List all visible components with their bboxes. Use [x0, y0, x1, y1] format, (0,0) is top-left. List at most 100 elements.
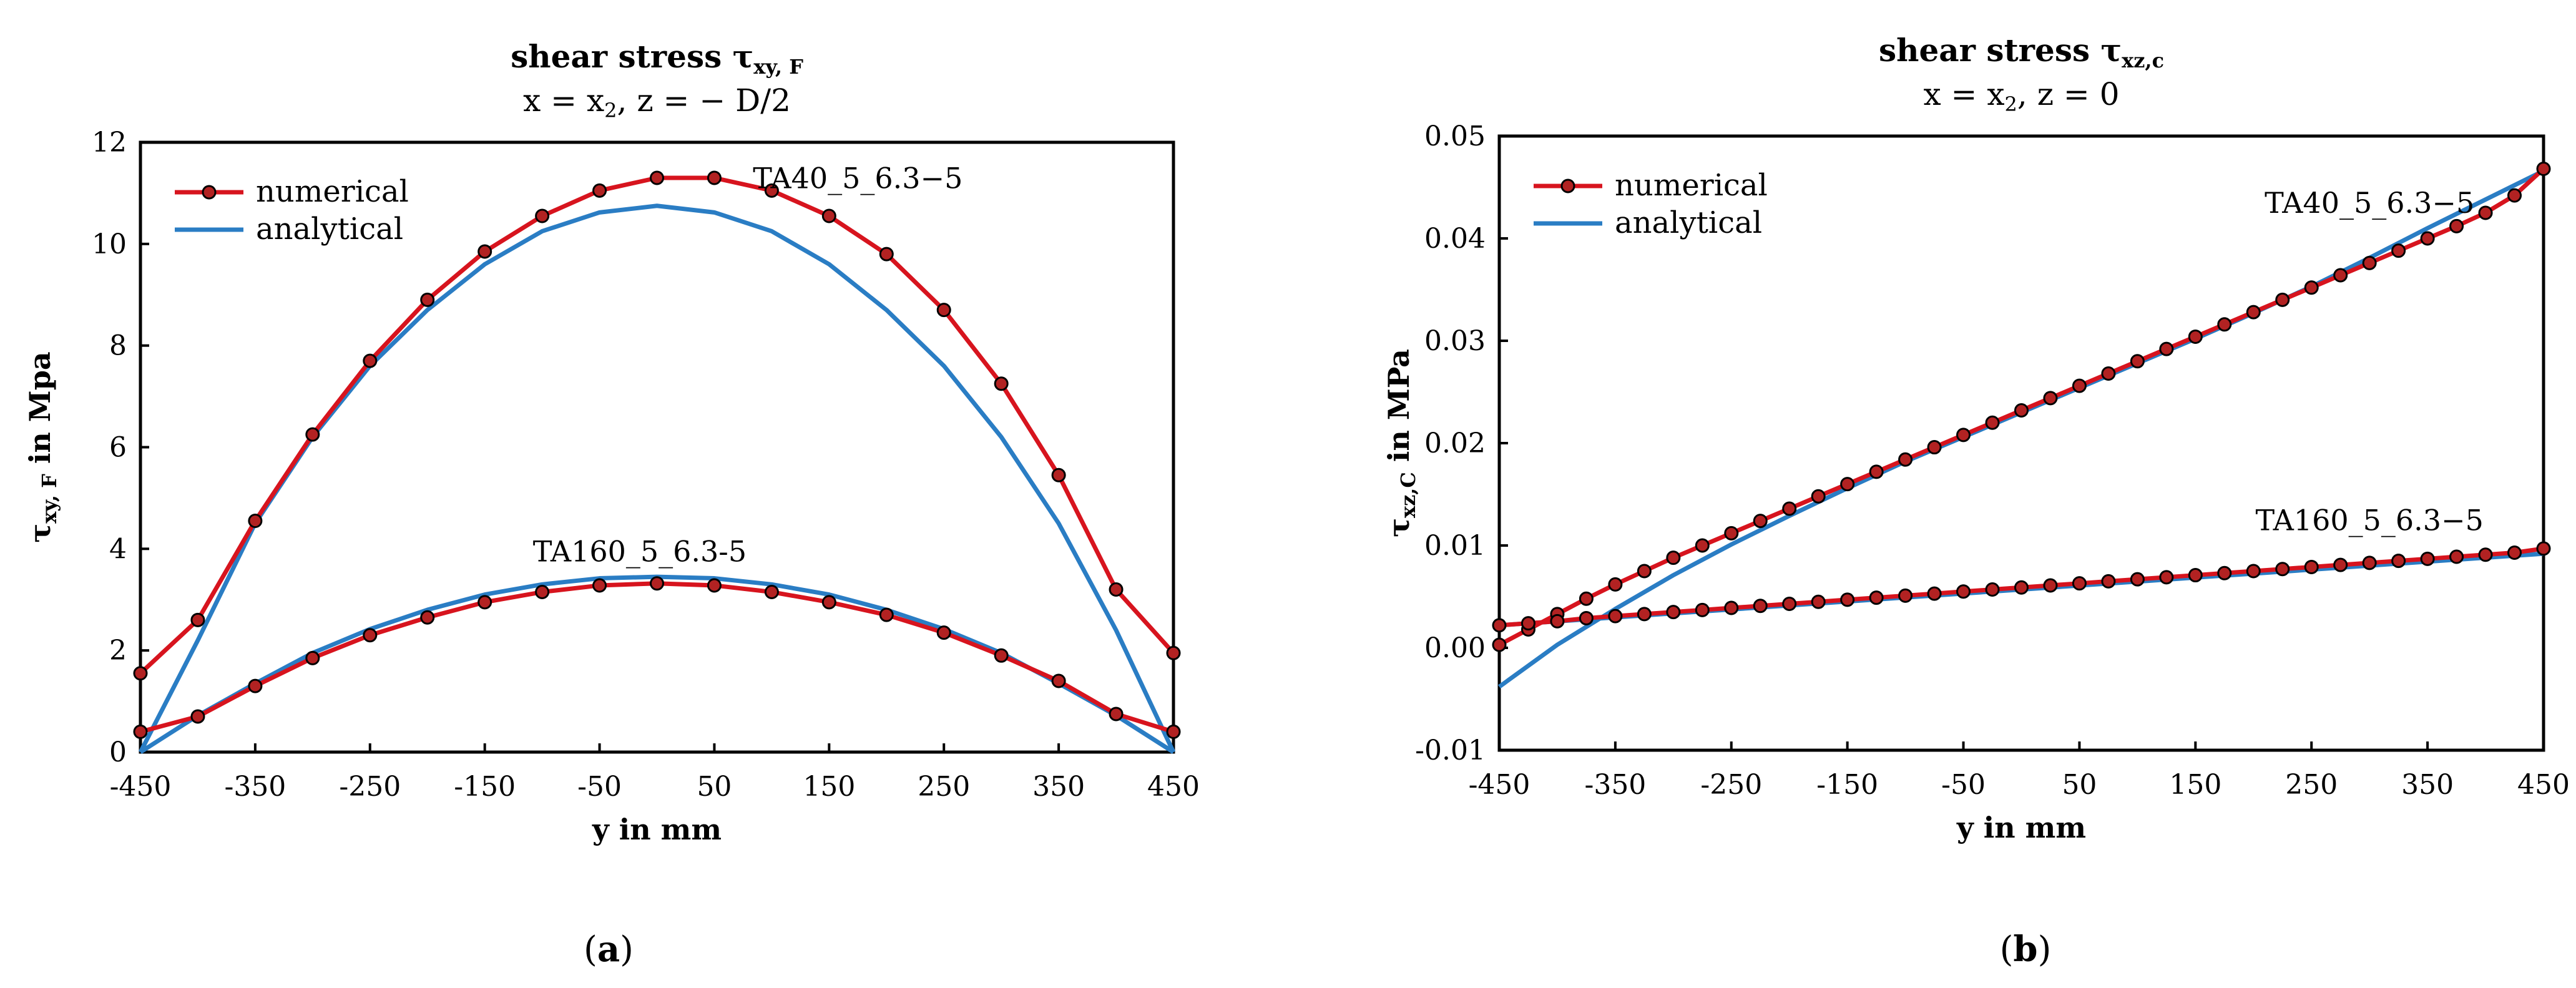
panel-label: (a)	[584, 929, 634, 970]
data-point	[2188, 568, 2203, 583]
chart-subtitle: x = x2, z = − D/2	[523, 82, 791, 122]
x-tick-label: -350	[1584, 769, 1646, 801]
data-point	[1724, 526, 1739, 540]
data-point	[2101, 574, 2116, 589]
data-point	[2333, 557, 2348, 572]
legend-marker	[1560, 179, 1575, 193]
legend-label-numerical: numerical	[256, 174, 409, 209]
data-point	[2507, 188, 2522, 203]
data-point	[2478, 205, 2493, 220]
data-point	[190, 612, 205, 627]
data-point	[2449, 549, 2464, 564]
data-point	[1985, 582, 2000, 597]
x-tick-label: 450	[1147, 771, 1200, 803]
data-point	[2275, 562, 2290, 577]
data-point	[2536, 541, 2551, 556]
data-point	[1492, 618, 1507, 633]
y-tick-label: 12	[92, 127, 127, 159]
data-point	[2043, 391, 2058, 406]
data-point	[477, 595, 492, 610]
data-point	[248, 514, 263, 529]
y-tick-label: 0.05	[1424, 120, 1486, 152]
data-point	[1521, 616, 1535, 631]
data-point	[2362, 555, 2377, 570]
data-point	[2391, 243, 2406, 258]
data-point	[2420, 231, 2435, 246]
data-point	[821, 208, 836, 223]
x-tick-label: -450	[1469, 769, 1530, 801]
x-tick-label: 350	[1032, 771, 1085, 803]
data-point	[936, 625, 951, 640]
x-tick-label: -250	[339, 771, 401, 803]
x-tick-label: 250	[2285, 769, 2338, 801]
data-point	[2275, 292, 2290, 307]
data-point	[363, 353, 378, 368]
legend-label-numerical: numerical	[1615, 168, 1768, 203]
data-point	[2217, 317, 2232, 332]
x-tick-label: 450	[2517, 769, 2570, 801]
data-point	[535, 208, 550, 223]
chart-title: shear stress τxz,c	[1879, 32, 2164, 72]
data-point	[133, 724, 148, 739]
data-point	[2101, 366, 2116, 381]
x-tick-label: 250	[918, 771, 970, 803]
data-point	[1782, 596, 1797, 611]
data-point	[821, 595, 836, 610]
data-point	[535, 585, 550, 600]
data-point	[2478, 547, 2493, 562]
x-tick-label: 50	[697, 771, 732, 803]
y-tick-label: 10	[92, 228, 127, 260]
data-point	[2014, 403, 2029, 418]
y-tick-label: 0.04	[1424, 223, 1486, 255]
data-point	[592, 578, 607, 593]
y-tick-label: 2	[109, 635, 127, 667]
data-point	[2246, 305, 2261, 320]
data-point	[1869, 590, 1884, 605]
data-point	[707, 578, 722, 593]
series-annotation: TA160_5_6.3−5	[2255, 503, 2483, 537]
data-point	[2536, 161, 2551, 176]
data-point	[1637, 564, 1652, 579]
series-line-numerical	[139, 175, 1175, 675]
x-tick-label: 350	[2401, 769, 2454, 801]
data-point	[1753, 514, 1768, 529]
data-point	[363, 628, 378, 643]
data-point	[305, 650, 320, 665]
data-point	[1840, 477, 1855, 492]
data-point	[1666, 550, 1681, 565]
data-point	[1927, 440, 1942, 455]
x-tick-label: -150	[1816, 769, 1878, 801]
data-point	[2420, 551, 2435, 566]
y-tick-label: 0	[109, 736, 127, 768]
data-point	[2304, 559, 2319, 574]
data-point	[1695, 538, 1710, 553]
data-point	[2159, 570, 2174, 585]
y-tick-label: 8	[109, 330, 127, 362]
data-point	[1898, 588, 1913, 603]
data-point	[2014, 580, 2029, 595]
data-point	[994, 376, 1009, 391]
panel-label: (b)	[2000, 929, 2052, 970]
series-annotation: TA40_5_6.3−5	[2265, 186, 2474, 220]
x-tick-label: -250	[1700, 769, 1762, 801]
data-point	[994, 648, 1009, 663]
data-point	[1956, 584, 1971, 599]
chart-panel-b: shear stress τxz,cx = x2, z = 0 -0.01 0.00…	[1382, 32, 2570, 970]
data-point	[2333, 268, 2348, 283]
series-annotation: TA160_5_6.3-5	[533, 535, 747, 569]
x-tick-label: -50	[577, 771, 622, 803]
data-point	[650, 576, 664, 591]
data-point	[2507, 545, 2522, 560]
data-point	[1782, 501, 1797, 516]
x-tick-label: -150	[454, 771, 516, 803]
data-point	[2130, 572, 2145, 587]
data-point	[764, 183, 779, 198]
data-point	[2130, 354, 2145, 369]
y-tick-label: 4	[109, 533, 127, 565]
y-axis-label: τxy, F in Mpa	[23, 351, 61, 542]
data-point	[879, 247, 894, 262]
data-point	[133, 666, 148, 681]
data-point	[1608, 609, 1623, 624]
y-tick-label: 0.00	[1424, 632, 1486, 664]
legend-marker	[202, 185, 217, 200]
